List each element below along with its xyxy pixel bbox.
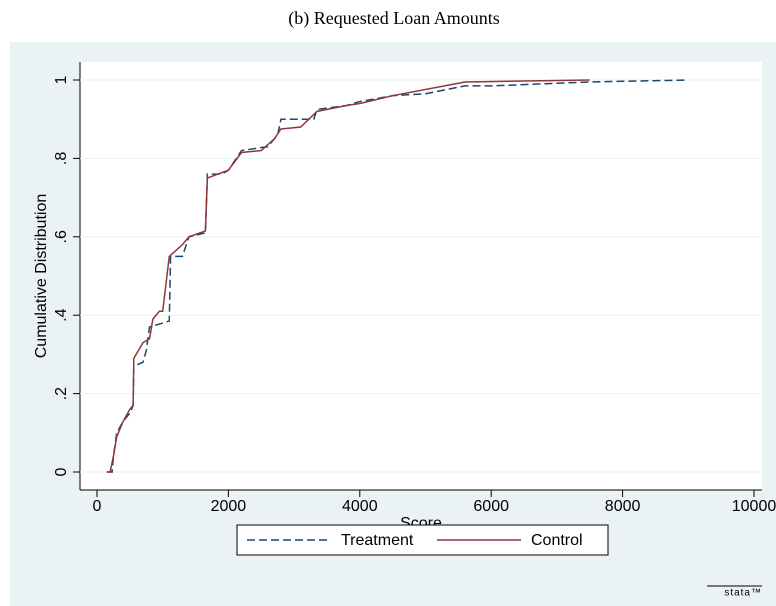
legend-label: Control <box>531 532 583 549</box>
series-line <box>106 79 590 473</box>
x-tick-label: 2000 <box>211 498 247 515</box>
x-tick-label: 10000 <box>732 498 776 515</box>
y-tick-label: .6 <box>53 230 70 243</box>
legend-label: Treatment <box>341 532 414 549</box>
x-tick-label: 4000 <box>342 498 378 515</box>
x-tick-label: 0 <box>93 498 102 515</box>
y-tick-label: 0 <box>53 467 70 476</box>
y-tick-label: .8 <box>53 152 70 165</box>
chart-title: (b) Requested Loan Amounts <box>288 8 499 29</box>
plot-area <box>80 62 762 490</box>
y-tick-label: 1 <box>53 75 70 84</box>
watermark: stata™ <box>724 588 762 599</box>
x-tick-label: 6000 <box>473 498 509 515</box>
y-tick-label: .2 <box>53 387 70 400</box>
y-axis-label: Cumulative Distribution <box>33 194 50 359</box>
x-tick-label: 8000 <box>605 498 641 515</box>
y-tick-label: .4 <box>53 308 70 321</box>
